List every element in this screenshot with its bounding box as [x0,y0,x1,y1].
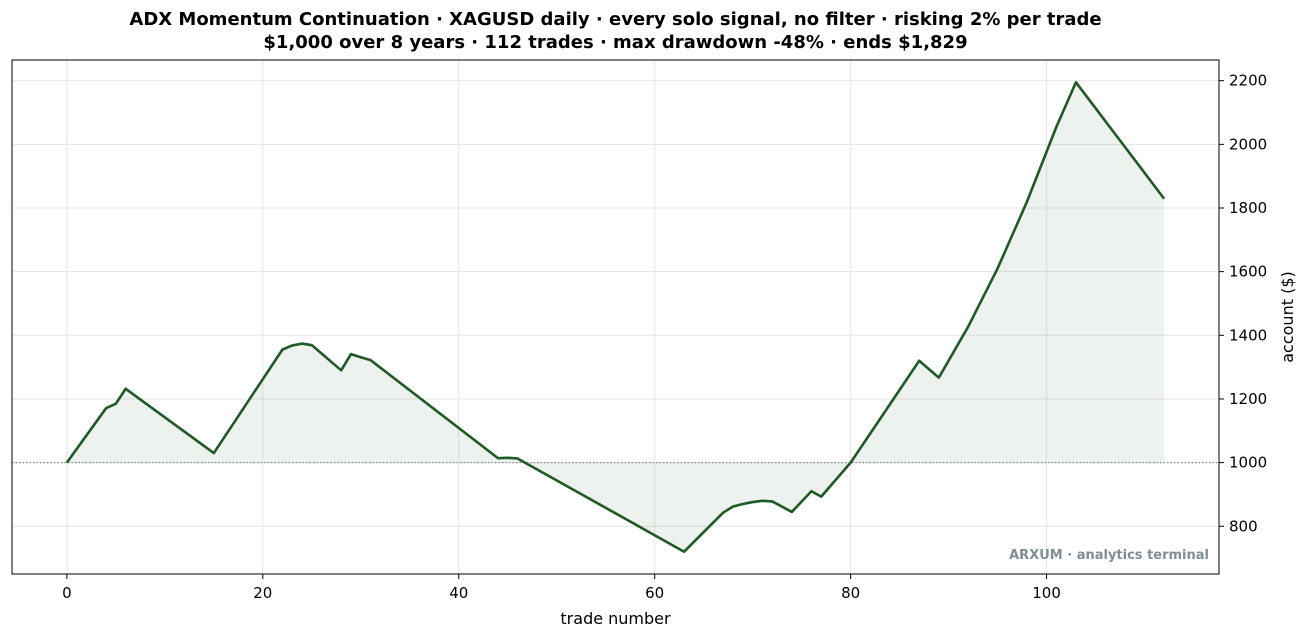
plot-frame [11,59,1220,575]
y-tick-label: 800 [1229,517,1258,535]
x-tick-label: 80 [841,584,860,602]
x-axis-label: trade number [560,609,671,628]
x-axis: 0 20 40 60 80 100 [62,574,1061,602]
y-tick-label: 1000 [1229,454,1267,472]
y-tick-label: 2000 [1229,135,1267,153]
x-tick-label: 20 [253,584,272,602]
y-tick-label: 2200 [1229,72,1267,90]
y-tick-label: 1400 [1229,326,1267,344]
y-axis: 800 1000 1200 1400 1600 1800 2000 2200 [1219,72,1267,535]
y-tick-label: 1800 [1229,199,1267,217]
x-tick-label: 100 [1032,584,1061,602]
x-tick-label: 60 [645,584,664,602]
chart-title: ADX Momentum Continuation · XAGUSD daily… [129,9,1102,30]
equity-line [65,80,1166,554]
y-axis-label: account ($) [1278,271,1297,363]
chart-subtitle: $1,000 over 8 years · 112 trades · max d… [263,32,968,53]
y-tick-label: 1200 [1229,390,1267,408]
watermark: ARXUM · analytics terminal [1009,548,1209,563]
y-tick-label: 1600 [1229,263,1267,281]
x-tick-label: 0 [62,584,72,602]
equity-area-fill [66,82,1165,552]
x-tick-label: 40 [449,584,468,602]
